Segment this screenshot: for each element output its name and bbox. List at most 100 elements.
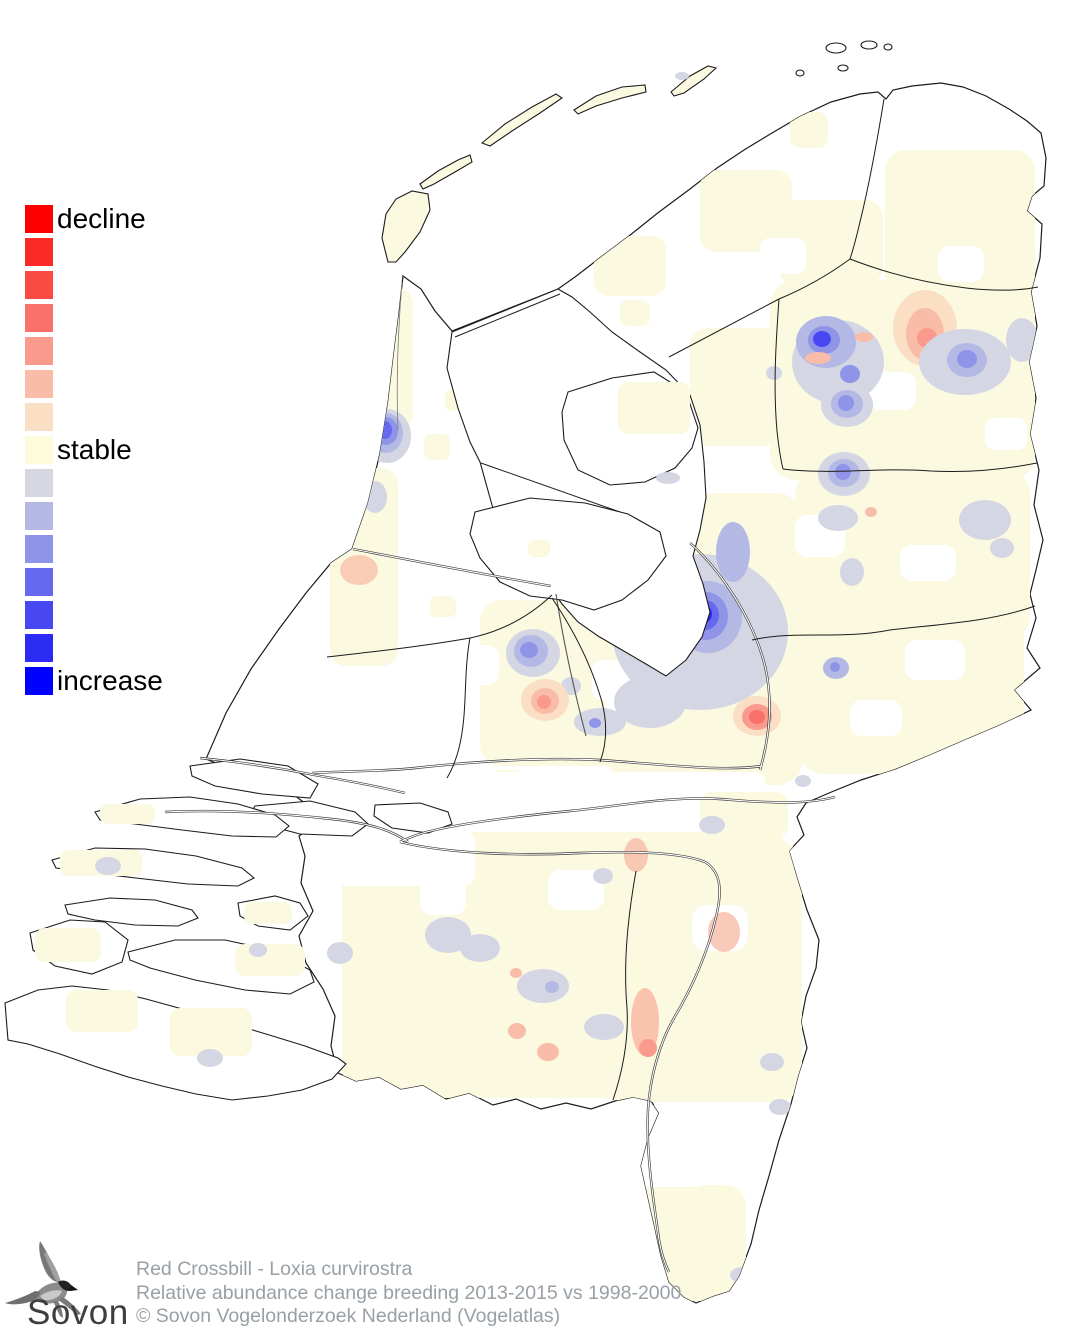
- border-utrecht-gelderland: [551, 597, 607, 763]
- abundance-blob-red5: [865, 507, 877, 517]
- abundance-blob-red5: [537, 1043, 559, 1061]
- border-friesland-groningen: [849, 98, 885, 260]
- abundance-blob-blue4: [957, 350, 977, 368]
- province-borders: [326, 98, 1039, 1101]
- island-stable-patches: [35, 382, 690, 1056]
- afsluitdijk-dam: [454, 293, 561, 338]
- abundance-blob-blue6: [614, 676, 686, 728]
- legend-label-stable: stable: [57, 434, 132, 465]
- nodata-patch: [455, 645, 499, 685]
- abundance-blob-blue6: [363, 481, 387, 513]
- island-noord-beveland: [64, 897, 199, 927]
- abundance-blob-blue6: [593, 868, 613, 884]
- stable-patch: [244, 902, 292, 924]
- border-groningen-drenthe: [849, 258, 1039, 291]
- abundance-blob-blue6: [990, 538, 1014, 558]
- border-friesland-overijssel: [668, 298, 780, 358]
- legend-swatch-14: [25, 667, 53, 695]
- stable-patch: [618, 382, 690, 434]
- flevopolder: [469, 497, 667, 611]
- islet: [860, 40, 878, 50]
- border-overijssel-gelderland: [751, 605, 1036, 641]
- border-nh-zh: [326, 594, 553, 658]
- map-caption: Red Crossbill - Loxia curvirostra Relati…: [136, 1258, 681, 1329]
- nodata-patch: [430, 772, 765, 818]
- abundance-blob-blue6: [197, 1049, 223, 1067]
- legend-swatch-1: [25, 238, 53, 266]
- abundance-blob-blue6: [249, 943, 267, 957]
- border-zh-utrecht: [446, 637, 471, 779]
- stable-patch: [885, 150, 1035, 300]
- abundance-blob-red4: [537, 695, 551, 709]
- caption-copyright: © Sovon Vogelonderzoek Nederland (Vogela…: [136, 1305, 561, 1328]
- abundance-blob-red5: [805, 352, 831, 364]
- abundance-blob-red4: [639, 1039, 657, 1057]
- abundance-blob-blue6: [818, 505, 858, 531]
- rivers: [163, 281, 837, 1274]
- abundance-blob-blue6: [959, 500, 1011, 540]
- abundance-blob-blue6: [584, 1014, 624, 1040]
- abundance-blob-blue6: [517, 969, 569, 1003]
- abundance-blob-blue6: [795, 775, 811, 787]
- abundance-blob-blue6: [95, 857, 121, 875]
- islet: [837, 64, 849, 72]
- legend-swatch-2: [25, 271, 53, 299]
- nodata-patches: [335, 238, 1027, 1187]
- abundance-blob-blue2: [813, 331, 831, 347]
- legend-swatch-11: [25, 568, 53, 596]
- legend-swatch-3: [25, 304, 53, 332]
- stable-patch: [235, 944, 305, 976]
- nodata-patch: [548, 870, 604, 910]
- abundance-blob-red5: [631, 988, 659, 1056]
- border-drenthe-west: [774, 298, 784, 470]
- abundance-blob-blue5: [716, 522, 750, 582]
- houtribdijk-dam: [480, 462, 621, 513]
- sovon-wordmark: Sovon: [27, 1293, 129, 1332]
- stable-patch: [790, 112, 828, 148]
- stable-patch: [170, 1008, 252, 1056]
- abundance-blob-blue6: [656, 472, 680, 484]
- legend-swatch-4: [25, 337, 53, 365]
- island-vlieland: [419, 154, 473, 190]
- stable-patch: [430, 596, 456, 617]
- stable-patch: [35, 928, 101, 962]
- caption-species: Red Crossbill - Loxia curvirostra: [136, 1258, 413, 1280]
- legend-swatch-12: [25, 601, 53, 629]
- abundance-blob-blue4: [835, 464, 851, 480]
- abundance-blob-blue4: [520, 642, 538, 658]
- abundance-blob-red5: [624, 838, 648, 872]
- abundance-blob-blue6: [460, 934, 500, 962]
- abundance-blob-blue6: [769, 1099, 791, 1115]
- amsterdam-rijnkanaal: [555, 593, 587, 737]
- stable-patch: [594, 236, 666, 296]
- abundance-blob-blue4: [830, 662, 840, 672]
- abundance-blob-red5: [855, 332, 873, 342]
- legend-swatch-5: [25, 370, 53, 398]
- legend-swatch-0: [25, 205, 53, 233]
- nodata-patch: [900, 545, 956, 581]
- abundance-blob-blue6: [699, 816, 725, 834]
- nodata-patch: [868, 372, 916, 410]
- stable-patch: [66, 990, 138, 1032]
- abundance-blob-blue6: [840, 558, 864, 586]
- stable-patch: [700, 170, 792, 252]
- abundance-blob-blue3: [378, 421, 392, 439]
- island-blobs: [95, 72, 689, 1067]
- islet: [795, 69, 805, 77]
- nodata-patch: [760, 238, 806, 274]
- islet: [825, 42, 847, 54]
- abundance-blob-red5: [508, 1023, 526, 1039]
- stable-patch: [100, 804, 155, 824]
- stable-patch: [345, 288, 413, 430]
- abundance-blob-red5: [340, 555, 378, 585]
- island-texel: [381, 190, 431, 263]
- wadden-islands: [381, 40, 893, 263]
- stable-patch: [528, 540, 550, 557]
- abundance-blob-blue6: [675, 72, 689, 80]
- legend-swatch-8: [25, 469, 53, 497]
- island-ameland: [573, 84, 647, 115]
- abundance-blob-blue4: [589, 718, 601, 728]
- abundance-blob-blue6: [327, 942, 353, 964]
